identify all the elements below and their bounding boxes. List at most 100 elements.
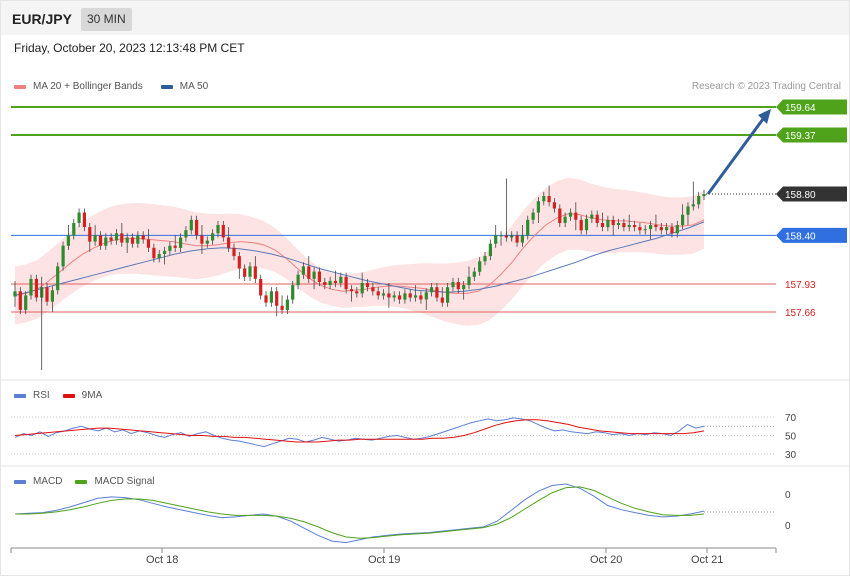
candle-body — [296, 274, 300, 286]
candle-body — [34, 278, 38, 298]
candle-body — [381, 293, 386, 296]
candle-body — [547, 196, 551, 203]
candle-body — [371, 287, 375, 292]
candle-body — [248, 266, 252, 277]
legend-swatch-macd-signal — [75, 479, 88, 484]
candle-body — [253, 266, 257, 279]
x-tick-oct20: Oct 20 — [590, 554, 623, 566]
candle-body — [45, 287, 49, 302]
candle-body — [77, 212, 81, 223]
candle-body — [221, 225, 225, 238]
candle-body — [120, 233, 124, 243]
macd-tick-0: 0 — [785, 490, 791, 501]
bollinger-band-area — [15, 177, 704, 326]
legend-label-macd: MACD — [33, 476, 63, 487]
timestamp: Friday, October 20, 2023 12:13:48 PM CET — [14, 41, 245, 55]
x-tick-oct21: Oct 21 — [691, 554, 724, 566]
level-label-157.66: 157.66 — [785, 308, 816, 319]
candle-body — [568, 212, 573, 217]
macd-tick-1: 0 — [785, 521, 791, 532]
candle-body — [307, 266, 311, 279]
candle-body — [691, 204, 695, 207]
level-label-158.40: 158.40 — [785, 231, 816, 242]
candle-body — [606, 219, 610, 228]
candle-body — [98, 235, 103, 246]
candle-body — [462, 285, 466, 290]
candle-body — [531, 212, 535, 220]
candle-body — [408, 293, 412, 298]
candle-body — [200, 235, 204, 244]
candle-body — [211, 233, 215, 241]
candle-body — [269, 291, 273, 303]
candle-body — [173, 245, 177, 248]
candle-body — [499, 235, 503, 237]
candle-body — [414, 295, 418, 298]
candle-body — [168, 245, 172, 251]
rsi-tick-50: 50 — [785, 432, 797, 443]
candle-body — [189, 219, 193, 231]
candle-body — [494, 235, 498, 244]
legend-label-macd-signal: MACD Signal — [94, 476, 155, 487]
timeframe-badge[interactable]: 30 MIN — [81, 8, 132, 31]
candle-body — [157, 254, 161, 259]
rsi-legend: RSI 9MA — [14, 390, 102, 401]
candle-body — [195, 219, 199, 236]
candle-body — [633, 225, 637, 228]
candle-body — [163, 250, 167, 254]
candle-body — [659, 227, 663, 231]
candle-body — [237, 256, 241, 269]
x-tick-oct18: Oct 18 — [146, 554, 179, 566]
candle-body — [360, 283, 364, 294]
candle-body — [355, 291, 359, 294]
rsi-tick-70: 70 — [785, 413, 797, 424]
header-bar: EUR/JPY 30 MIN — [1, 1, 849, 35]
level-tag-159.64 — [776, 99, 847, 115]
candle-body — [675, 225, 679, 234]
candle-body — [483, 256, 487, 262]
candle-body — [109, 237, 113, 241]
candle-body — [323, 282, 327, 286]
level-label-157.93: 157.93 — [785, 280, 816, 291]
candle-body — [285, 299, 289, 310]
legend-label-9ma: 9MA — [81, 390, 103, 401]
x-tick-oct19: Oct 19 — [368, 554, 401, 566]
legend-swatch-ma50 — [160, 84, 173, 89]
candle-body — [392, 295, 396, 298]
candle-body — [697, 196, 701, 205]
instrument-title: EUR/JPY — [12, 11, 72, 27]
candle-body — [301, 266, 305, 275]
candle-body — [66, 235, 70, 246]
candle-body — [72, 223, 76, 236]
candle-body — [472, 271, 476, 277]
candle-body — [232, 247, 236, 257]
candle-body — [130, 237, 135, 244]
candle-body — [670, 227, 674, 234]
candle-body — [205, 240, 209, 244]
candle-body — [451, 282, 455, 288]
candle-body — [467, 276, 471, 286]
candle-body — [18, 291, 22, 310]
candle-body — [440, 297, 444, 303]
legend-swatch-rsi — [14, 393, 26, 398]
candle-body — [654, 225, 658, 228]
candle-body — [563, 216, 567, 223]
candle-body — [398, 295, 402, 300]
candle-body — [339, 276, 343, 283]
candle-body — [227, 237, 231, 248]
candle-body — [344, 276, 348, 290]
rsi-9ma-line — [14, 419, 705, 443]
candle-body — [114, 233, 119, 241]
candle-body — [387, 293, 391, 298]
candle-body — [349, 289, 354, 292]
ma50-line — [14, 221, 705, 296]
candle-body — [542, 196, 546, 202]
level-tag-159.37 — [776, 127, 847, 143]
candle-body — [259, 278, 263, 296]
candle-body — [365, 283, 370, 288]
candle-body — [430, 287, 434, 293]
candle-body — [595, 214, 599, 223]
candle-body — [56, 266, 60, 291]
level-label-158.80: 158.80 — [785, 190, 816, 201]
macd-legend: MACD MACD Signal — [14, 476, 154, 487]
